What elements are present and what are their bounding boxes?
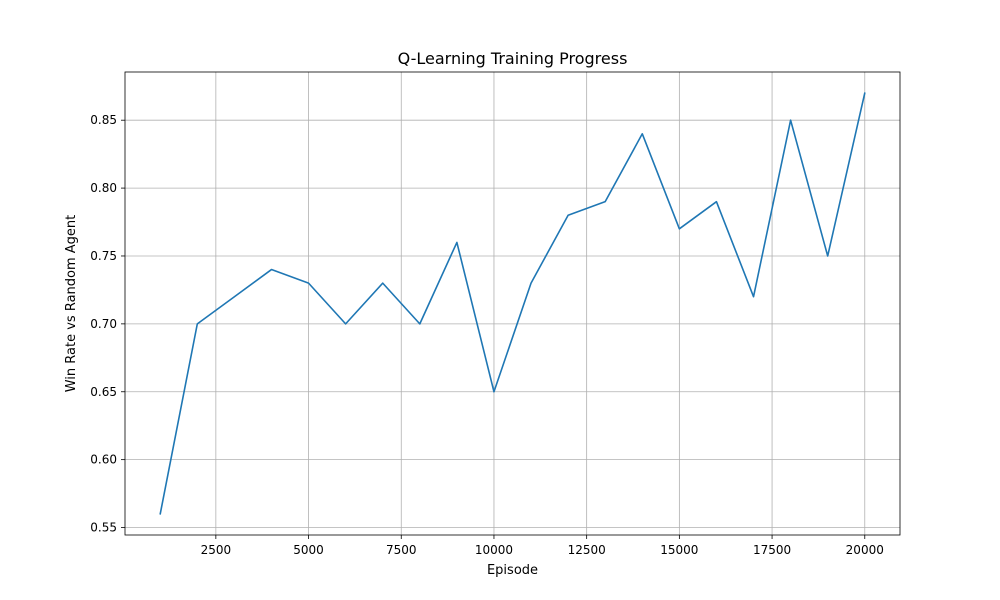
x-tick-label: 10000	[475, 543, 513, 557]
y-tick-label: 0.70	[90, 317, 117, 331]
plot-frame	[124, 71, 901, 536]
x-tick-label: 12500	[568, 543, 606, 557]
x-axis-label: Episode	[487, 563, 538, 578]
series-line	[159, 92, 866, 515]
ticks: 2500 5000 7500 10000 12500 15000 17500 20000 0.5…	[90, 113, 884, 557]
x-tick-label: 5000	[293, 543, 324, 557]
x-tick-label: 17500	[753, 543, 791, 557]
grid	[125, 72, 900, 535]
x-tick-label: 2500	[201, 543, 232, 557]
y-tick-label: 0.60	[90, 453, 117, 467]
chart-title: Q-Learning Training Progress	[398, 49, 628, 68]
y-tick-label: 0.80	[90, 181, 117, 195]
y-tick-label: 0.85	[90, 113, 117, 127]
x-tick-label: 7500	[386, 543, 417, 557]
y-tick-label: 0.75	[90, 249, 117, 263]
series-layer	[159, 92, 866, 515]
y-tick-label: 0.65	[90, 385, 117, 399]
y-tick-label: 0.55	[90, 521, 117, 535]
x-tick-label: 20000	[846, 543, 884, 557]
x-tick-label: 15000	[660, 543, 698, 557]
y-axis-label: Win Rate vs Random Agent	[64, 215, 79, 393]
